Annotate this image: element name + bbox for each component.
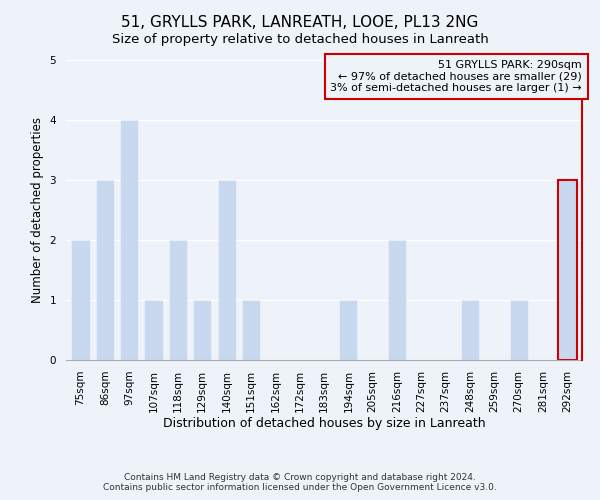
Text: Size of property relative to detached houses in Lanreath: Size of property relative to detached ho… [112,32,488,46]
Bar [169,240,187,360]
Text: Contains HM Land Registry data © Crown copyright and database right 2024.
Contai: Contains HM Land Registry data © Crown c… [103,473,497,492]
Bar [242,300,260,360]
Text: 51, GRYLLS PARK, LANREATH, LOOE, PL13 2NG: 51, GRYLLS PARK, LANREATH, LOOE, PL13 2N… [121,15,479,30]
Text: 51 GRYLLS PARK: 290sqm
← 97% of detached houses are smaller (29)
3% of semi-deta: 51 GRYLLS PARK: 290sqm ← 97% of detached… [331,60,582,93]
Bar [339,300,358,360]
Bar [71,240,90,360]
Bar [120,120,139,360]
Bar [461,300,479,360]
Bar [509,300,528,360]
Bar [388,240,406,360]
Bar [558,180,577,360]
Bar [218,180,236,360]
Bar [145,300,163,360]
Y-axis label: Number of detached properties: Number of detached properties [31,117,44,303]
Bar [96,180,114,360]
X-axis label: Distribution of detached houses by size in Lanreath: Distribution of detached houses by size … [163,418,485,430]
Bar [193,300,211,360]
